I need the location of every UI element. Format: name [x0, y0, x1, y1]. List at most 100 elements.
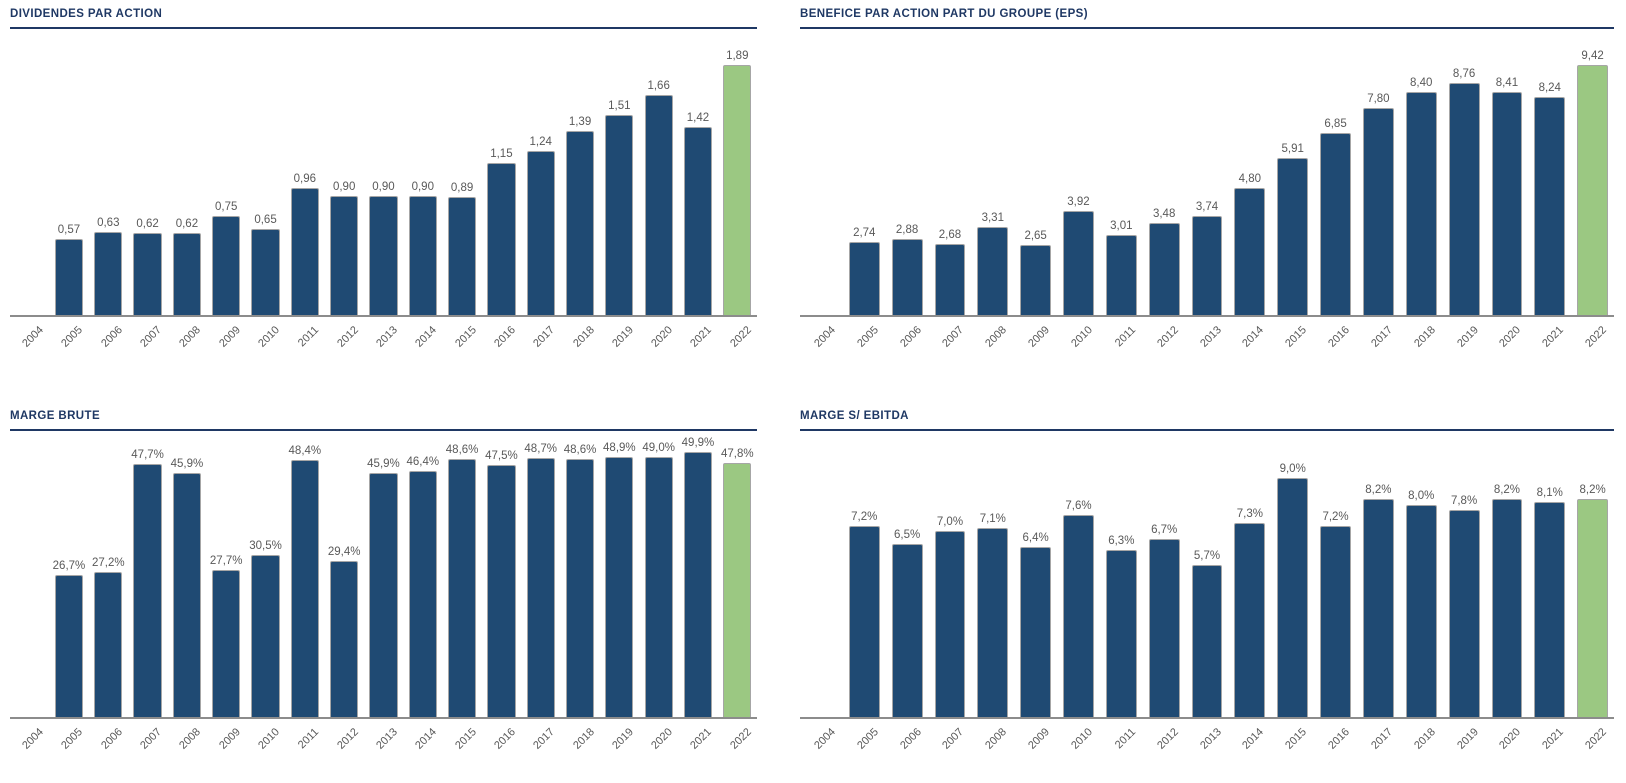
bar-cell-2008: 3,31: [971, 212, 1014, 315]
bar-cell-2018: 8,40: [1400, 77, 1443, 315]
x-axis-label: 2006: [897, 725, 924, 752]
x-axis-tick-2015: 2015: [442, 317, 481, 361]
x-axis-tick-2007: 2007: [929, 317, 972, 361]
x-axis-tick-2011: 2011: [285, 719, 324, 763]
x-axis-tick-2006: 2006: [886, 317, 929, 361]
x-axis-tick-2019: 2019: [1443, 317, 1486, 361]
value-label: 7,1%: [979, 513, 1006, 526]
x-axis-label: 2008: [983, 725, 1010, 752]
value-label: 6,3%: [1108, 534, 1135, 547]
bar-2019: [1448, 509, 1480, 717]
x-axis-tick-2011: 2011: [285, 317, 324, 361]
x-axis-tick-2007: 2007: [128, 317, 167, 361]
x-axis-label: 2015: [1283, 725, 1310, 752]
x-axis-label: 2010: [256, 324, 283, 350]
value-label: 0,96: [293, 172, 317, 185]
bar-cell-2013: 45,9%: [364, 458, 403, 717]
x-axis-label: 2021: [1540, 324, 1567, 350]
value-label: 4,80: [1238, 172, 1262, 185]
bar-2010: [1063, 515, 1094, 717]
x-axis-label: 2021: [688, 725, 715, 752]
bar-cell-2014: 0,90: [403, 181, 442, 315]
x-axis-label: 2004: [812, 324, 838, 350]
x-axis-label: 2011: [296, 725, 322, 751]
value-label: 0,65: [254, 213, 277, 226]
x-axis-tick-2006: 2006: [89, 317, 128, 361]
x-axis-tick-2007: 2007: [929, 719, 972, 763]
value-label: 0,90: [332, 180, 356, 193]
x-axis-tick-2012: 2012: [325, 719, 364, 763]
bar-2015: [1277, 478, 1309, 717]
bar-cell-2005: 2,74: [843, 227, 886, 315]
bar-2014: [1234, 187, 1266, 315]
x-axis-tick-2021: 2021: [678, 719, 717, 763]
bar-cell-2022: 8,2%: [1571, 484, 1614, 717]
x-axis-tick-2005: 2005: [49, 719, 88, 763]
bar-2008: [172, 473, 202, 717]
bar-2017: [526, 150, 555, 315]
bar-2020: [1491, 92, 1523, 315]
x-axis-label: 2013: [374, 324, 400, 350]
x-axis-label: 2016: [492, 324, 518, 350]
bar-cell-2017: 48,7%: [521, 443, 560, 717]
x-axis-label: 2009: [216, 324, 243, 350]
bar-cell-2012: 0,90: [325, 181, 364, 315]
x-axis-label: 2009: [1026, 324, 1053, 350]
x-axis-tick-2005: 2005: [49, 317, 88, 361]
title-underline: [800, 27, 1614, 29]
bar-cell-2022: 9,42: [1571, 50, 1614, 315]
bar-cell-2005: 0,57: [49, 224, 88, 315]
value-label: 8,1%: [1536, 486, 1563, 499]
bar-cell-2020: 8,41: [1486, 77, 1529, 315]
x-axis-tick-2008: 2008: [167, 719, 206, 763]
value-label: 45,9%: [170, 458, 204, 471]
bar-2018: [1405, 92, 1437, 315]
bar-2011: [290, 187, 319, 315]
bar-2011: [290, 459, 319, 717]
bar-2010: [1063, 211, 1094, 315]
bar-cell-2018: 1,39: [560, 116, 599, 315]
chart-title: MARGE BRUTE: [10, 409, 101, 422]
value-label: 7,2%: [851, 510, 878, 523]
bar-cell-2010: 3,92: [1057, 196, 1100, 315]
bar-2022: [1577, 65, 1609, 315]
value-label: 0,90: [372, 180, 395, 193]
bar-2012: [330, 195, 359, 315]
x-axis-label: 2020: [649, 324, 676, 350]
x-axis-label: 2005: [59, 324, 86, 350]
x-axis-tick-2016: 2016: [482, 719, 521, 763]
value-label: 1,89: [726, 49, 749, 62]
x-axis-tick-2018: 2018: [1400, 317, 1443, 361]
value-label: 8,2%: [1579, 484, 1606, 497]
x-axis-tick-2013: 2013: [364, 719, 403, 763]
bar-2008: [172, 232, 202, 315]
bar-2015: [1277, 158, 1309, 315]
bar-cell-2014: 46,4%: [403, 456, 442, 717]
x-axis-tick-2014: 2014: [403, 719, 442, 763]
x-axis-labels: 2004 2005 2006 2007 2008 2009 2010 2011 2012 2013…: [800, 317, 1614, 361]
bar-cell-2009: 27,7%: [207, 555, 246, 717]
bar-cell-2016: 47,5%: [482, 450, 521, 717]
bar-cell-2013: 0,90: [364, 181, 403, 315]
bar-2019: [605, 114, 634, 315]
x-axis-label: 2020: [1497, 324, 1524, 350]
value-label: 48,4%: [288, 444, 322, 457]
x-axis-label: 2019: [1454, 725, 1481, 752]
x-axis-tick-2004: 2004: [10, 317, 49, 361]
bar-2021: [683, 126, 713, 315]
bar-2017: [1362, 108, 1394, 315]
bar-2019: [605, 457, 634, 717]
x-axis-tick-2019: 2019: [600, 719, 639, 763]
chart-title: MARGE S/ EBITDA: [800, 409, 909, 422]
bar-2009: [212, 215, 241, 315]
x-axis-tick-2021: 2021: [1528, 317, 1571, 361]
x-axis-label: 2021: [1540, 725, 1567, 752]
bar-cell-2015: 9,0%: [1271, 463, 1314, 717]
chart-marge-brute: MARGE BRUTE 26,7% 27,2% 47,7% 45,9% 27,7% 30,…: [10, 410, 757, 783]
bar-2010: [251, 554, 280, 717]
x-axis-tick-2009: 2009: [1014, 719, 1057, 763]
x-axis-label: 2017: [531, 324, 558, 350]
x-axis-label: 2008: [983, 324, 1010, 350]
bar-cell-2021: 49,9%: [678, 437, 717, 717]
